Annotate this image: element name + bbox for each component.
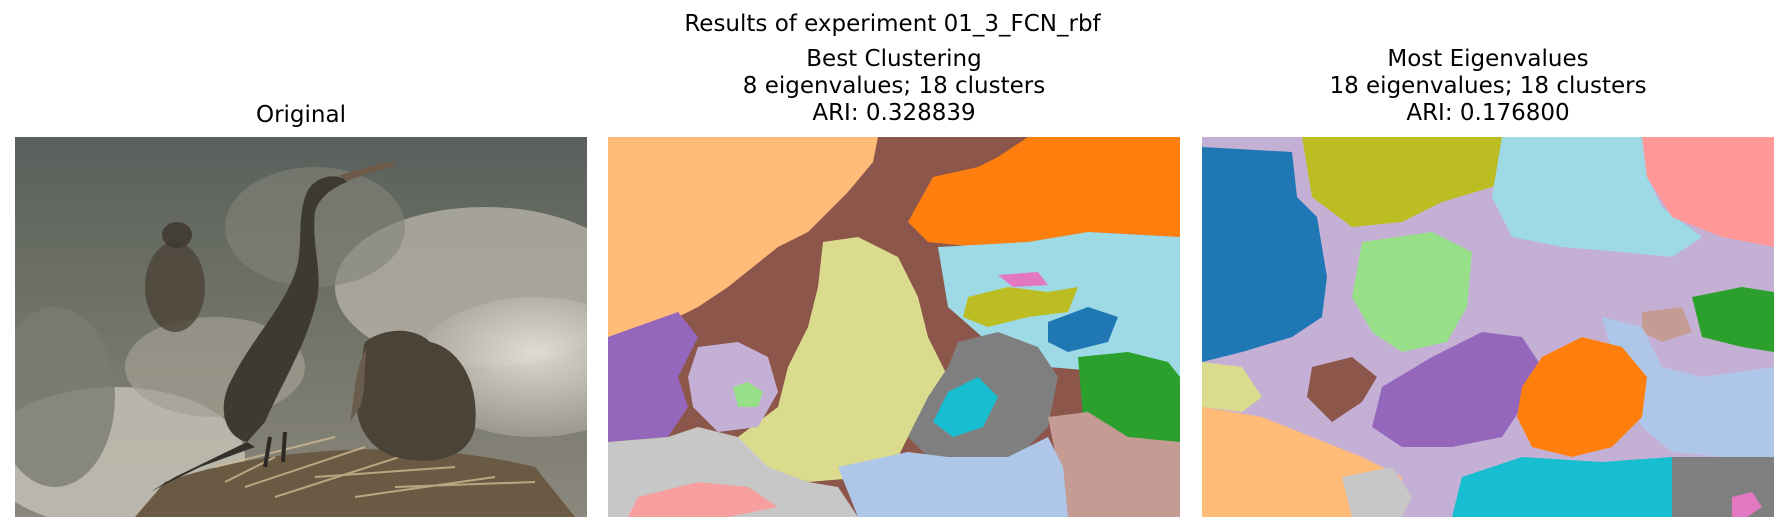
segment xyxy=(1372,332,1542,447)
segment xyxy=(998,272,1048,287)
panel-title-original: Original xyxy=(15,102,587,129)
panel-original: Original xyxy=(15,0,587,532)
panel-title-line: Original xyxy=(255,102,346,128)
panel-most-eigenvalues: Most Eigenvalues 18 eigenvalues; 18 clus… xyxy=(1202,0,1774,532)
segment xyxy=(733,382,763,407)
segment xyxy=(608,312,698,442)
segment xyxy=(1517,337,1647,457)
segment xyxy=(1642,307,1692,342)
segment xyxy=(933,377,998,437)
best-clustering-image xyxy=(608,137,1180,517)
panel-title-best-clustering: Best Clustering 8 eigenvalues; 18 cluste… xyxy=(608,46,1180,127)
panel-title-line: 18 eigenvalues; 18 clusters xyxy=(1329,73,1647,99)
panel-title-line: Best Clustering xyxy=(806,46,982,72)
segment xyxy=(628,482,778,517)
segment xyxy=(1342,467,1412,517)
figure-suptitle: Results of experiment 01_3_FCN_rbf xyxy=(684,11,1101,37)
segment xyxy=(838,437,1068,517)
segment xyxy=(1302,137,1542,227)
most-eigenvalues-image xyxy=(1202,137,1774,517)
segment xyxy=(1307,357,1377,422)
panel-title-line: 8 eigenvalues; 18 clusters xyxy=(742,73,1046,99)
segment xyxy=(1452,457,1672,517)
segment xyxy=(1642,137,1774,247)
segment xyxy=(963,287,1078,327)
original-image xyxy=(15,137,587,517)
panel-title-most-eigenvalues: Most Eigenvalues 18 eigenvalues; 18 clus… xyxy=(1202,46,1774,127)
segment xyxy=(1202,147,1327,362)
segment xyxy=(1692,287,1774,352)
segment xyxy=(1602,317,1774,457)
segment xyxy=(1048,307,1118,352)
segment xyxy=(738,237,948,482)
panel-title-line: ARI: 0.328839 xyxy=(812,100,976,126)
segment xyxy=(1732,492,1762,517)
segment xyxy=(1492,137,1702,257)
panel-title-line: Most Eigenvalues xyxy=(1387,46,1589,72)
most-eigenvalues-segmentation xyxy=(1202,137,1774,517)
original-photo-illustration xyxy=(15,137,587,517)
segment xyxy=(1352,232,1472,352)
panel-title-line: ARI: 0.176800 xyxy=(1406,100,1570,126)
segment xyxy=(908,137,1180,247)
cormorant-body xyxy=(223,176,347,442)
best-clustering-segmentation xyxy=(608,137,1180,517)
segment xyxy=(1048,412,1180,517)
segment xyxy=(1202,362,1262,412)
segment xyxy=(608,137,878,352)
second-bird xyxy=(356,330,476,461)
panel-best-clustering: Best Clustering 8 eigenvalues; 18 cluste… xyxy=(608,0,1180,532)
